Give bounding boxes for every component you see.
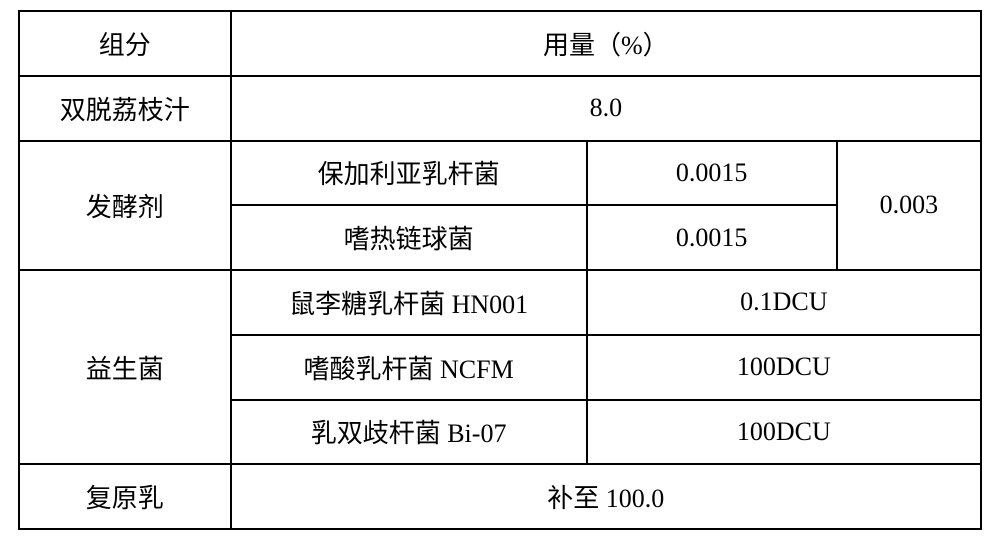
starter-item-value: 0.0015 [587, 205, 837, 270]
starter-label: 发酵剂 [19, 141, 231, 271]
table-row: 复原乳 补至 100.0 [19, 464, 981, 529]
starter-item-name: 嗜热链球菌 [231, 205, 587, 270]
composition-table: 组分 用量（%） 双脱荔枝汁 8.0 发酵剂 保加利亚乳杆菌 0.0015 0.… [18, 10, 982, 530]
starter-total: 0.003 [837, 141, 981, 271]
probiotic-label: 益生菌 [19, 270, 231, 464]
juice-label: 双脱荔枝汁 [19, 76, 231, 141]
probiotic-item-value: 100DCU [587, 335, 981, 400]
milk-label: 复原乳 [19, 464, 231, 529]
probiotic-item-value: 0.1DCU [587, 270, 981, 335]
table-row: 发酵剂 保加利亚乳杆菌 0.0015 0.003 [19, 141, 981, 206]
probiotic-item-name: 乳双歧杆菌 Bi-07 [231, 400, 587, 465]
starter-item-name: 保加利亚乳杆菌 [231, 141, 587, 206]
starter-item-value: 0.0015 [587, 141, 837, 206]
probiotic-item-name: 鼠李糖乳杆菌 HN001 [231, 270, 587, 335]
header-component: 组分 [19, 11, 231, 76]
juice-value: 8.0 [231, 76, 981, 141]
table-row: 益生菌 鼠李糖乳杆菌 HN001 0.1DCU [19, 270, 981, 335]
probiotic-item-name: 嗜酸乳杆菌 NCFM [231, 335, 587, 400]
table-row: 组分 用量（%） [19, 11, 981, 76]
header-amount: 用量（%） [231, 11, 981, 76]
table-row: 双脱荔枝汁 8.0 [19, 76, 981, 141]
probiotic-item-value: 100DCU [587, 400, 981, 465]
milk-value: 补至 100.0 [231, 464, 981, 529]
